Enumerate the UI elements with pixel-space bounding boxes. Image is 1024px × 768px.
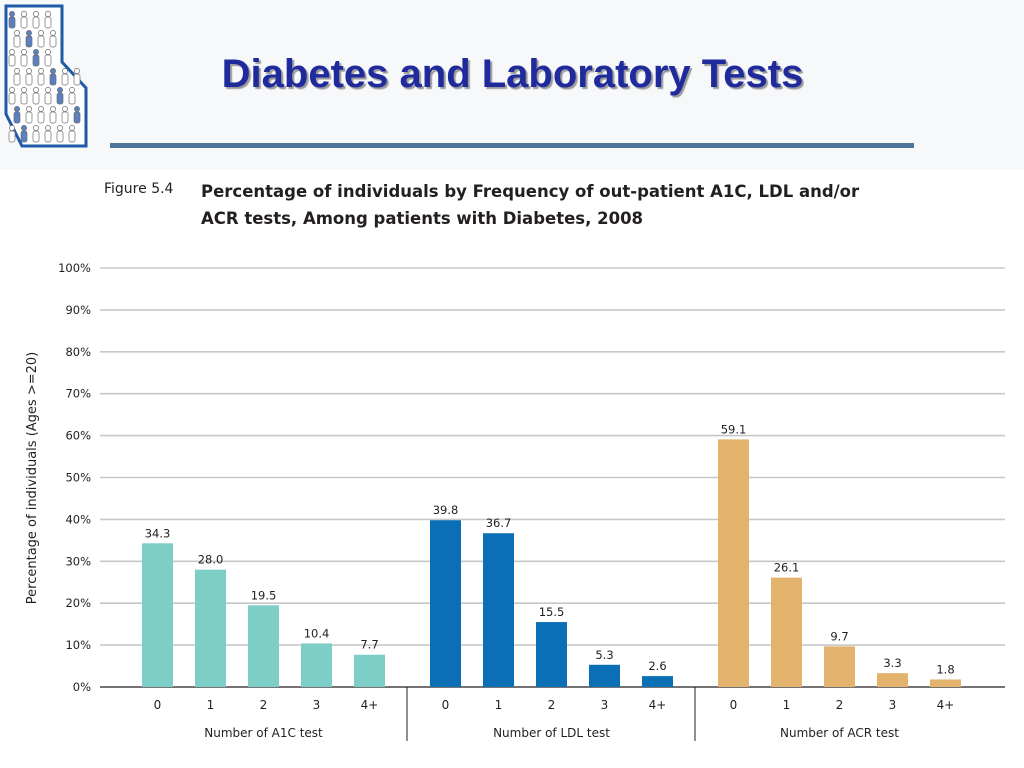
figure-title: Percentage of individuals by Frequency o… bbox=[201, 178, 961, 232]
data-label: 3.3 bbox=[883, 656, 901, 670]
data-label: 39.8 bbox=[433, 503, 459, 517]
figure-title-line-2: ACR tests, Among patients with Diabetes,… bbox=[201, 209, 644, 228]
y-axis-title: Percentage of individuals (Ages >=20) bbox=[25, 352, 40, 604]
bar bbox=[195, 569, 226, 687]
x-tick-label: 0 bbox=[730, 698, 738, 712]
bar bbox=[430, 520, 461, 687]
bar bbox=[642, 676, 673, 687]
group-axis-title: Number of ACR test bbox=[780, 726, 899, 740]
y-tick-label: 30% bbox=[65, 554, 91, 568]
x-tick-label: 3 bbox=[889, 698, 897, 712]
x-tick-label: 2 bbox=[836, 698, 844, 712]
data-label: 2.6 bbox=[648, 659, 666, 673]
y-tick-label: 90% bbox=[65, 303, 91, 317]
figure-label: Figure 5.4 bbox=[104, 181, 174, 197]
bar bbox=[301, 643, 332, 687]
data-label: 19.5 bbox=[251, 588, 277, 602]
y-tick-label: 70% bbox=[65, 387, 91, 401]
y-tick-label: 20% bbox=[65, 596, 91, 610]
data-label: 15.5 bbox=[539, 605, 565, 619]
group-axis-title: Number of LDL test bbox=[493, 726, 610, 740]
title-divider bbox=[110, 143, 914, 148]
bar bbox=[142, 543, 173, 687]
data-label: 36.7 bbox=[486, 516, 512, 530]
x-tick-label: 4+ bbox=[361, 698, 379, 712]
bar bbox=[354, 654, 385, 687]
x-tick-label: 1 bbox=[207, 698, 215, 712]
data-label: 28.0 bbox=[198, 553, 224, 567]
y-tick-label: 0% bbox=[73, 680, 91, 694]
x-tick-label: 2 bbox=[260, 698, 268, 712]
data-label: 26.1 bbox=[774, 561, 800, 575]
x-tick-label: 4+ bbox=[937, 698, 955, 712]
x-tick-label: 4+ bbox=[649, 698, 667, 712]
bar bbox=[877, 673, 908, 687]
data-label: 1.8 bbox=[936, 662, 954, 676]
slide-title: Diabetes and Laboratory Tests bbox=[221, 52, 804, 96]
x-tick-label: 2 bbox=[548, 698, 556, 712]
data-label: 7.7 bbox=[360, 638, 378, 652]
data-label: 5.3 bbox=[595, 648, 613, 662]
x-tick-label: 1 bbox=[495, 698, 503, 712]
data-label: 10.4 bbox=[304, 626, 330, 640]
figure-title-line-1: Percentage of individuals by Frequency o… bbox=[201, 182, 860, 201]
bar bbox=[930, 679, 961, 687]
y-tick-label: 50% bbox=[65, 471, 91, 485]
bar bbox=[771, 577, 802, 687]
bar bbox=[718, 439, 749, 687]
data-label: 34.3 bbox=[145, 526, 171, 540]
data-label: 9.7 bbox=[830, 629, 848, 643]
bar bbox=[536, 622, 567, 687]
bar bbox=[824, 646, 855, 687]
x-tick-label: 3 bbox=[601, 698, 609, 712]
population-map-logo bbox=[4, 4, 88, 148]
x-tick-label: 0 bbox=[442, 698, 450, 712]
x-tick-label: 3 bbox=[313, 698, 321, 712]
y-tick-label: 60% bbox=[65, 429, 91, 443]
bar bbox=[589, 664, 620, 687]
data-label: 59.1 bbox=[721, 422, 747, 436]
x-tick-label: 0 bbox=[154, 698, 162, 712]
y-tick-label: 10% bbox=[65, 638, 91, 652]
bar bbox=[248, 605, 279, 687]
y-tick-label: 100% bbox=[58, 261, 91, 275]
bar bbox=[483, 533, 514, 687]
y-tick-label: 80% bbox=[65, 345, 91, 359]
group-axis-title: Number of A1C test bbox=[204, 726, 323, 740]
x-tick-label: 1 bbox=[783, 698, 791, 712]
y-tick-label: 40% bbox=[65, 512, 91, 526]
